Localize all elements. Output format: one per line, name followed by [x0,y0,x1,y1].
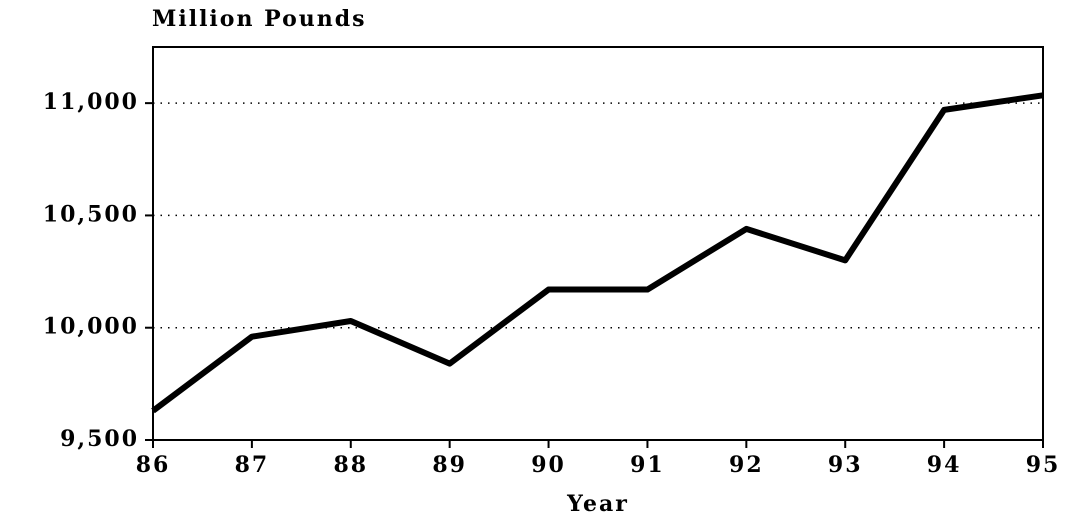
x-tick-label: 89 [432,452,467,478]
x-tick-label: 94 [927,452,962,478]
x-tick-label: 93 [828,452,863,478]
x-tick-label: 91 [630,452,665,478]
data-line [151,92,1044,414]
plot-frame [152,46,1044,441]
y-tick-label: 10,000 [43,314,139,340]
x-tick-label: 86 [136,452,171,478]
chart-title: Million Pounds [152,6,367,32]
x-tick-label: 90 [531,452,566,478]
x-tick-label: 88 [333,452,368,478]
y-tick-label: 9,500 [60,426,139,452]
x-tick-label: 87 [235,452,270,478]
x-axis-label: Year [566,491,629,516]
y-tick-label: 11,000 [43,89,139,115]
y-tick-label: 10,500 [43,201,139,227]
x-tick-label: 95 [1026,452,1061,478]
x-tick-label: 92 [729,452,764,478]
